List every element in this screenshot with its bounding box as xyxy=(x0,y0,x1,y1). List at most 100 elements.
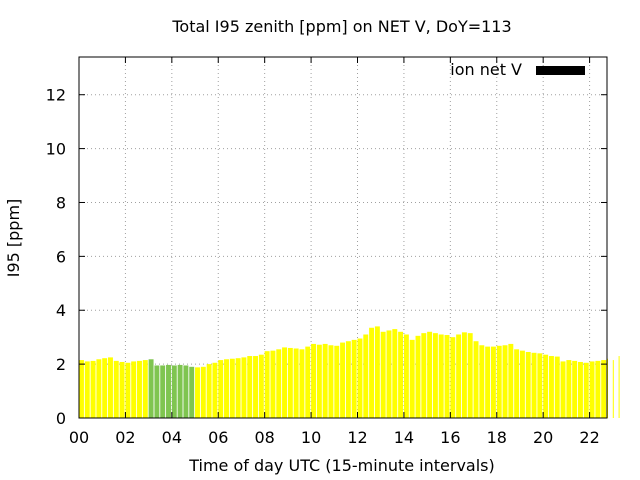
y-tick-label: 2 xyxy=(56,355,66,374)
bar xyxy=(235,358,241,418)
bar xyxy=(218,360,224,418)
bar xyxy=(357,338,363,418)
x-tick-label: 02 xyxy=(115,428,135,447)
bar xyxy=(363,334,369,418)
x-tick-label: 06 xyxy=(208,428,228,447)
x-tick-label: 20 xyxy=(533,428,553,447)
bar xyxy=(444,335,450,418)
bar xyxy=(270,350,276,418)
bar xyxy=(241,357,247,418)
bar xyxy=(577,361,583,418)
bar xyxy=(224,359,229,418)
bar xyxy=(102,358,108,418)
x-tick-label: 22 xyxy=(579,428,599,447)
bar xyxy=(508,343,514,418)
bar xyxy=(212,362,218,418)
bar xyxy=(293,348,299,418)
bar xyxy=(566,360,572,418)
bar xyxy=(189,366,195,418)
bar xyxy=(334,345,340,418)
bar xyxy=(177,364,183,418)
chart-title: Total I95 zenith [ppm] on NET V, DoY=113 xyxy=(171,17,511,36)
bar xyxy=(171,365,177,418)
bar xyxy=(450,337,456,418)
bar xyxy=(154,365,160,418)
bar xyxy=(351,339,357,418)
bar xyxy=(490,346,496,418)
y-tick-label: 6 xyxy=(56,247,66,266)
bar xyxy=(554,356,560,418)
bar xyxy=(415,335,421,418)
bar xyxy=(305,346,311,418)
bar xyxy=(311,343,317,418)
bar xyxy=(119,361,125,418)
bar xyxy=(589,361,595,418)
bar xyxy=(316,344,322,418)
bar xyxy=(403,334,409,418)
bar xyxy=(264,351,270,418)
bar xyxy=(595,360,601,418)
x-tick-label: 08 xyxy=(254,428,274,447)
bar xyxy=(525,351,531,418)
bar xyxy=(409,339,415,418)
bar xyxy=(160,365,166,418)
legend-swatch xyxy=(536,66,585,75)
legend: ion net V xyxy=(450,60,585,79)
bar xyxy=(473,341,479,418)
bar xyxy=(369,327,375,418)
y-tick-label: 0 xyxy=(56,409,66,428)
y-tick-label: 12 xyxy=(46,86,66,105)
bar xyxy=(113,360,119,418)
bar xyxy=(392,329,398,418)
bar xyxy=(496,345,502,418)
bar xyxy=(456,334,462,418)
bar xyxy=(79,360,84,418)
bar xyxy=(125,362,131,418)
bar xyxy=(560,361,566,418)
bar xyxy=(96,359,102,418)
bar xyxy=(531,352,537,418)
bar xyxy=(583,362,589,418)
bar xyxy=(537,353,543,418)
plot-frame xyxy=(78,56,608,419)
bar xyxy=(612,360,614,418)
bar xyxy=(108,357,113,418)
bar xyxy=(137,360,142,418)
bar xyxy=(90,360,96,418)
x-axis-label: Time of day UTC (15-minute intervals) xyxy=(188,456,495,475)
x-tick-label: 12 xyxy=(347,428,367,447)
bar xyxy=(166,364,171,418)
bar xyxy=(229,358,235,418)
y-tick-label: 4 xyxy=(56,301,66,320)
bar xyxy=(386,330,392,418)
bar xyxy=(287,347,293,418)
bars xyxy=(79,326,620,418)
x-tick-label: 04 xyxy=(162,428,182,447)
y-tick-label: 8 xyxy=(56,193,66,212)
bar xyxy=(200,366,206,418)
bar xyxy=(548,356,554,418)
bar xyxy=(84,361,90,418)
bar xyxy=(618,356,620,418)
legend-label: ion net V xyxy=(450,60,522,79)
bar xyxy=(502,345,508,418)
bar xyxy=(282,347,288,418)
bar xyxy=(148,359,154,418)
bar xyxy=(328,345,334,418)
bar xyxy=(485,346,491,418)
bar xyxy=(519,350,525,418)
y-axis-label: I95 [ppm] xyxy=(4,199,23,278)
bar xyxy=(131,361,137,418)
x-tick-label: 18 xyxy=(487,428,507,447)
bar xyxy=(380,331,386,418)
bar xyxy=(543,354,549,418)
bar xyxy=(427,331,433,418)
bar xyxy=(299,349,305,418)
bar xyxy=(572,360,578,418)
bar xyxy=(340,342,346,418)
bar xyxy=(438,334,444,418)
bar xyxy=(398,331,404,418)
bar xyxy=(142,360,148,418)
bar xyxy=(467,333,473,418)
